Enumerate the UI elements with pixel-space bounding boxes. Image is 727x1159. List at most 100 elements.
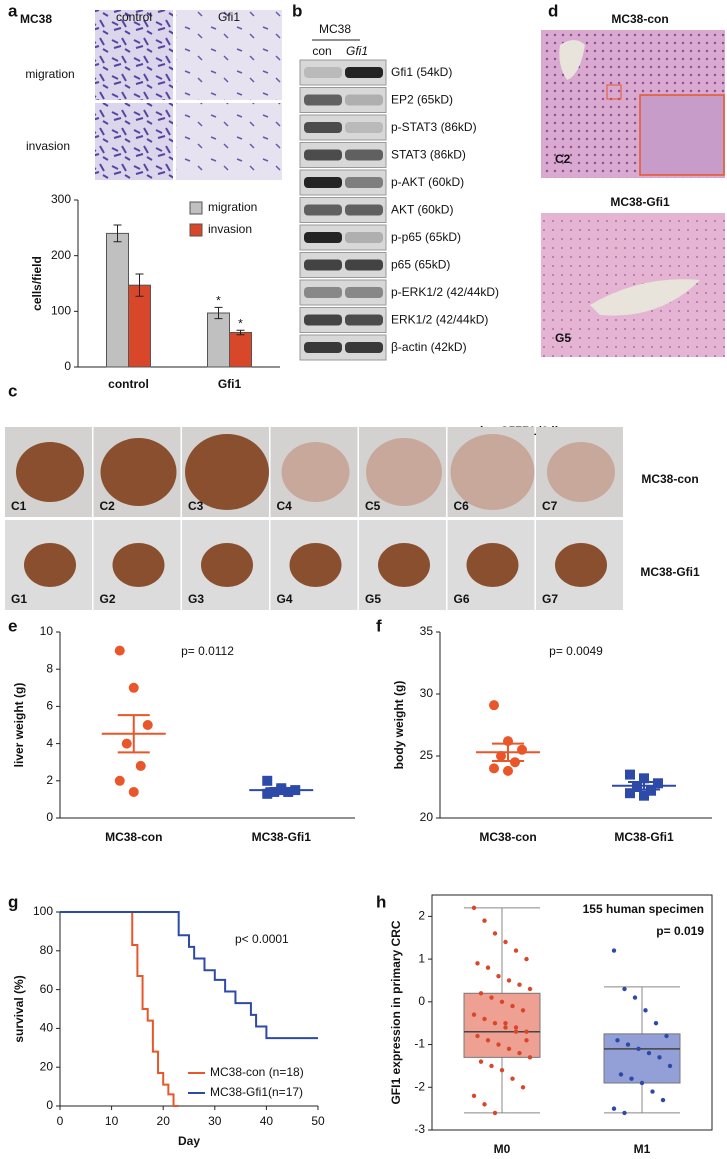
blot-strip (299, 279, 387, 306)
liver-label: G3 (188, 592, 204, 606)
error-bar (236, 329, 245, 336)
bar (207, 312, 230, 368)
x-tick-label: MC38-Gfi1 (252, 830, 312, 844)
survival-line (60, 911, 318, 1040)
point (646, 785, 656, 796)
y-tick-label: 2 (418, 909, 425, 923)
x-tick-label: MC38-con (479, 830, 536, 844)
x-tick-label: M1 (634, 1142, 651, 1156)
point (492, 931, 498, 936)
point (646, 1050, 652, 1056)
point (660, 1097, 666, 1103)
y-axis-label: cells/field (30, 256, 44, 311)
liver (112, 543, 165, 587)
y-tick-label: 10 (40, 624, 54, 638)
vessel (559, 40, 585, 80)
point (475, 961, 480, 966)
liver (555, 543, 607, 587)
point (489, 1063, 494, 1069)
point (482, 1016, 487, 1022)
column-label: Gfi1 (218, 10, 240, 24)
x-tick-label: 0 (57, 1114, 64, 1128)
point (513, 948, 519, 953)
point (510, 1003, 515, 1009)
liver-label: C2 (100, 499, 116, 513)
point (615, 1038, 620, 1043)
blot-band (345, 204, 383, 216)
point (482, 918, 487, 923)
liver (378, 543, 430, 587)
point (475, 1033, 480, 1039)
point (632, 995, 638, 1000)
panel-letter: c (8, 381, 17, 400)
y-axis-label: liver weight (g) (12, 683, 26, 768)
point (639, 1080, 645, 1086)
point (650, 1089, 655, 1094)
liver-label: C5 (365, 499, 381, 513)
liver (450, 434, 535, 510)
liver (281, 442, 350, 502)
row-label: invasion (26, 139, 70, 153)
point (471, 905, 477, 911)
liver (185, 434, 269, 510)
y-tick-label: 100 (33, 904, 53, 918)
liver-group: MC38-con (641, 472, 698, 486)
point (496, 973, 501, 979)
point (657, 1055, 662, 1060)
error-bar (135, 273, 144, 297)
p-value: p= 0.0112 (181, 644, 234, 658)
liver-label: C3 (188, 499, 204, 513)
bar (229, 331, 252, 368)
liver-label: G5 (365, 592, 381, 606)
point (520, 1008, 526, 1013)
y-tick-label: 4 (46, 736, 53, 750)
blot-band (345, 177, 383, 188)
survival-line (60, 911, 179, 1107)
sample-label: C2 (555, 152, 571, 166)
liver-group: MC38-Gfi1 (640, 565, 700, 579)
legend-label: MC38-con (n=18) (210, 1065, 304, 1079)
x-tick-label: 20 (157, 1114, 171, 1128)
liver (24, 543, 76, 587)
point (636, 1046, 641, 1052)
lane-label: Gfi1 (346, 44, 368, 58)
significance: * (238, 316, 243, 330)
liver-label: G2 (100, 592, 116, 606)
x-tick-label: 30 (208, 1114, 222, 1128)
liver-label: G7 (542, 592, 558, 606)
blot-band (345, 314, 383, 326)
blot-band (304, 259, 342, 271)
blot-band (304, 204, 342, 216)
y-tick-label: 0 (418, 994, 425, 1008)
sample-label: G5 (555, 331, 571, 345)
point (262, 788, 273, 799)
band-label: p-STAT3 (86kD) (391, 120, 477, 134)
y-tick-label: 0 (46, 810, 53, 824)
liver-label: C1 (11, 499, 27, 513)
sem-bar (492, 742, 524, 762)
x-tick-label: 10 (105, 1114, 119, 1128)
blot-band (304, 122, 342, 133)
liver (366, 438, 442, 506)
band-label: p65 (65kD) (391, 258, 450, 272)
legend-swatch (189, 223, 203, 237)
point (506, 978, 512, 983)
point (121, 738, 132, 749)
point (489, 763, 499, 774)
panel-letter: h (376, 892, 386, 911)
blot-band (345, 149, 383, 161)
point (517, 1050, 522, 1056)
p-value: p< 0.0001 (235, 932, 289, 946)
panel-letter: a (8, 1, 18, 20)
panel-letter: g (8, 892, 18, 911)
liver (547, 442, 615, 502)
band-label: Gfi1 (54kD) (391, 65, 452, 79)
point (499, 1067, 505, 1073)
sem-bar (117, 714, 150, 754)
y-tick-label: 8 (46, 661, 53, 675)
y-tick-label: 40 (40, 1021, 54, 1035)
point (524, 956, 529, 962)
p-value: p= 0.019 (656, 924, 704, 938)
point (622, 1110, 627, 1116)
legend-swatch (189, 201, 203, 215)
